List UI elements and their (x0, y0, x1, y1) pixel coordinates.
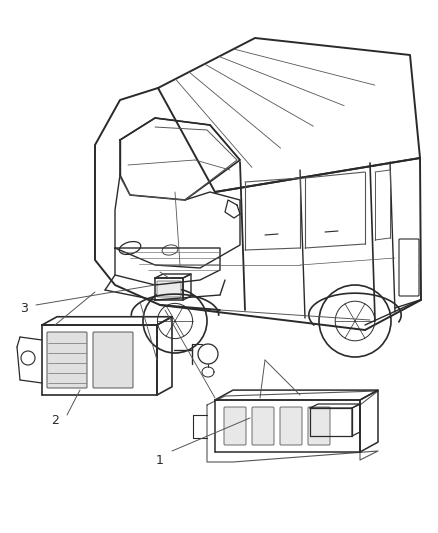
FancyBboxPatch shape (224, 407, 246, 445)
Text: 3: 3 (20, 302, 28, 314)
FancyBboxPatch shape (157, 281, 181, 297)
Text: 1: 1 (156, 454, 164, 466)
FancyBboxPatch shape (252, 407, 274, 445)
Text: 2: 2 (51, 414, 59, 426)
FancyBboxPatch shape (280, 407, 302, 445)
FancyBboxPatch shape (308, 407, 330, 445)
FancyBboxPatch shape (47, 332, 87, 388)
FancyBboxPatch shape (93, 332, 133, 388)
